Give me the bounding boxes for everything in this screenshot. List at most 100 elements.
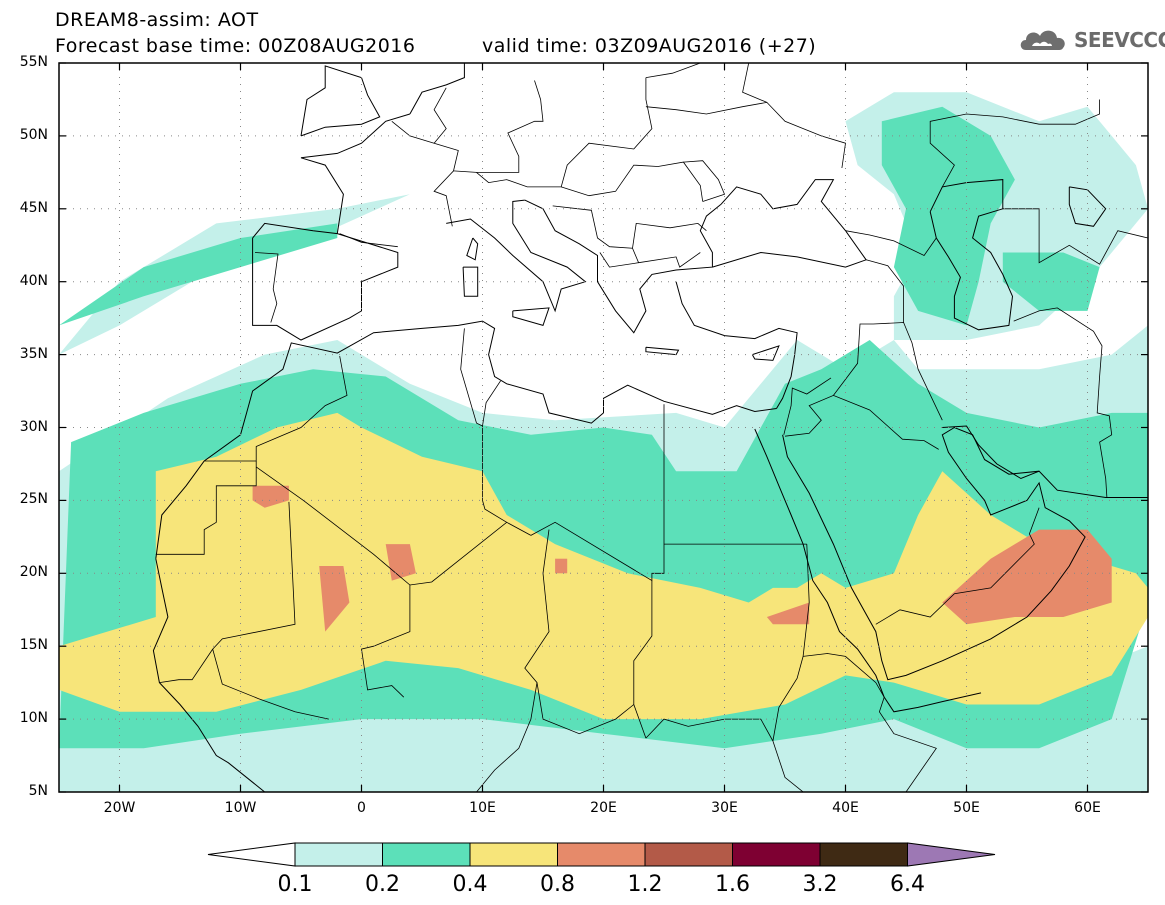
corsica [466,237,479,261]
cyprus [751,345,780,361]
eritrea-ethiopia [803,653,885,698]
colorbar-swatch [732,842,821,867]
italy-coast [446,199,587,313]
lon-tick-label: 40E [832,800,859,816]
lat-tick-label: 50N [19,126,48,143]
lat-tick-label: 10N [19,710,48,727]
north-sea-coast [409,63,465,115]
chad-niger-nigeria [524,529,550,720]
colorbar-level-label: 0.2 [365,872,400,897]
lon-tick-label: 20E [590,800,617,816]
central-europe-1 [433,87,447,144]
france-east [391,120,459,227]
aot-region-0_8 [942,529,1112,625]
colorbar-level-label: 6.4 [890,872,925,897]
central-europe-3 [476,77,653,188]
moldova-ukraine [683,160,726,202]
sahel-west [212,648,329,720]
libya-tunisia [482,380,501,427]
lat-tick-label: 5N [28,783,48,799]
lon-tick-label: 10W [224,800,257,816]
colorbar-swatch [469,842,558,867]
cloud-icon [1020,30,1065,50]
lat-tick-label: 40N [19,272,48,289]
iraq-syria-turkey [833,322,943,421]
iberia-coast [252,222,399,341]
lat-tick-label: 15N [19,637,48,654]
colorbar-level-label: 0.1 [277,872,313,897]
israel-jordan [783,377,832,435]
somalia-ethiopia [878,697,937,792]
south-sudan-line [645,718,774,742]
saudi-yemen-oman [875,507,1040,625]
lon-tick-label: 30E [711,800,738,816]
aot-region-0_1 [59,194,410,355]
iran-turkmenistan-afghan [1013,307,1113,498]
portugal-spain [254,252,279,323]
niger-mali-burkina [361,585,411,698]
persian-gulf-inner [942,425,1040,480]
colorbar-swatch [294,842,383,867]
colorbar-under-arrow [207,842,296,867]
north-africa-coast [155,320,777,559]
base-time: Forecast base time: 00Z08AUG2016 [55,35,416,57]
europe-france-spain [339,233,398,248]
aot-region-0_2 [59,223,338,326]
chad-sudan [633,580,653,739]
mauritania-border [155,461,257,555]
balkans-2 [552,205,640,268]
aot-region-0_4 [59,412,1148,720]
adriatic-balkan-coast [524,199,722,334]
ukraine-belarus [645,101,846,169]
red-sea-west-coast [754,428,982,713]
balkans-1 [561,161,704,202]
colorbar-level-label: 3.2 [802,872,838,897]
west-africa-coast [152,558,266,792]
colorbar-swatch [644,842,733,867]
graticule-grid [59,63,1148,792]
balkans-4 [638,252,701,268]
russia-belarus-baltic [645,63,768,103]
caspian-coast [929,179,1014,331]
colorbar-over-arrow [907,842,996,867]
france-coast [300,113,411,234]
aot-region-0_8 [252,485,289,508]
aot-region-0_2 [1002,252,1100,311]
lat-tick-label: 20N [19,564,48,581]
lat-tick-label: 30N [19,418,48,435]
guinea-region [159,648,214,683]
anatolia-levant-coast [675,281,798,409]
valid-time: valid time: 03Z09AUG2016 (+27) [482,35,817,57]
car-sudan [542,704,635,735]
colorbar-swatch [382,842,471,867]
balkans-3 [632,222,707,249]
crete [645,346,680,356]
colorbar [207,842,996,867]
lat-tick-label: 35N [19,345,48,362]
colorbar-level-label: 0.8 [540,872,575,897]
logo-text: SEEVCCC [1074,28,1165,52]
lat-tick-label: 45N [19,199,48,216]
black-sea-coast [712,179,867,268]
aot-region-0_8 [385,544,416,581]
atlantic-uk-coast [300,65,381,137]
turkey-east-border [865,259,904,323]
aot-region-0_8 [319,566,350,632]
colorbar-level-label: 0.4 [452,872,488,897]
colorbar-swatch [557,842,646,867]
cameroon-nigeria [476,682,538,792]
mali-mauritania [212,501,296,650]
land-boundaries [152,63,1148,792]
aot-region-0_8 [555,558,568,574]
colorbar-level-label: 1.2 [627,872,663,897]
lat-tick-label: 55N [19,54,48,70]
caucasus-border [845,230,937,257]
map-title: DREAM8-assim: AOT [55,9,259,31]
lon-tick-label: 60E [1074,800,1101,816]
west-sahara-morocco [204,356,348,462]
lon-tick-label: 0 [357,800,366,816]
seevccc-logo: SEEVCCC [1018,24,1165,56]
sardinia [462,266,479,297]
lat-tick-label: 25N [19,491,48,508]
